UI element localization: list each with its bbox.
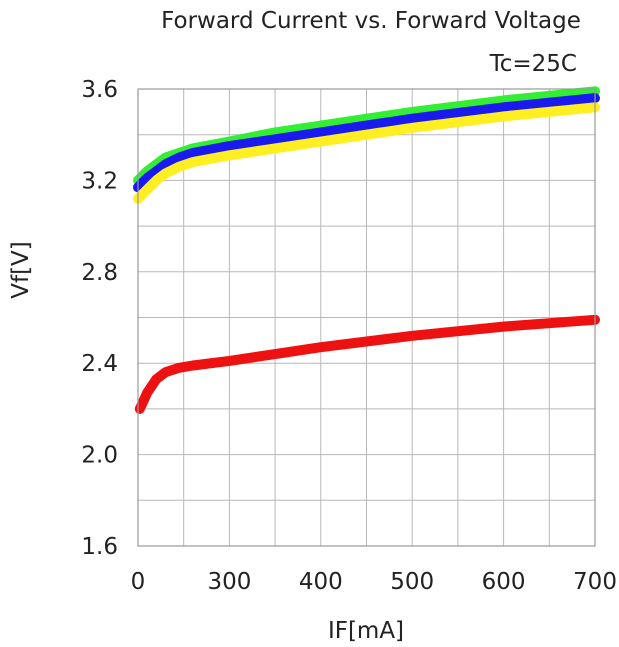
y-tick-labels: 1.6 2.0 2.4 2.8 3.2 3.6 [81, 77, 118, 560]
x-axis-label: IF[mA] [328, 618, 404, 644]
y-axis-label: Vf[V] [8, 241, 34, 299]
series-line-2 [133, 93, 600, 193]
y-tick-label: 2.8 [81, 260, 118, 286]
y-tick-label: 2.4 [81, 351, 118, 377]
series-line-3 [133, 102, 600, 204]
series-layer [133, 86, 600, 414]
x-tick-label: 500 [390, 569, 434, 595]
chart-title: Forward Current vs. Forward Voltage [161, 8, 581, 34]
y-tick-label: 2.0 [81, 443, 118, 469]
y-tick-label: 3.2 [81, 168, 118, 194]
plot-frame [137, 88, 596, 547]
y-tick-label: 3.6 [81, 77, 118, 103]
y-tick-label: 1.6 [81, 534, 118, 560]
x-tick-label: 300 [207, 569, 251, 595]
x-tick-label: 0 [131, 569, 146, 595]
chart-subtitle: Tc=25C [489, 51, 577, 77]
series-line-4 [134, 314, 600, 414]
x-tick-label: 600 [482, 569, 526, 595]
x-tick-label: 400 [299, 569, 343, 595]
x-tick-labels: 0 300 400 500 600 700 [131, 569, 617, 595]
x-tick-label: 700 [573, 569, 617, 595]
